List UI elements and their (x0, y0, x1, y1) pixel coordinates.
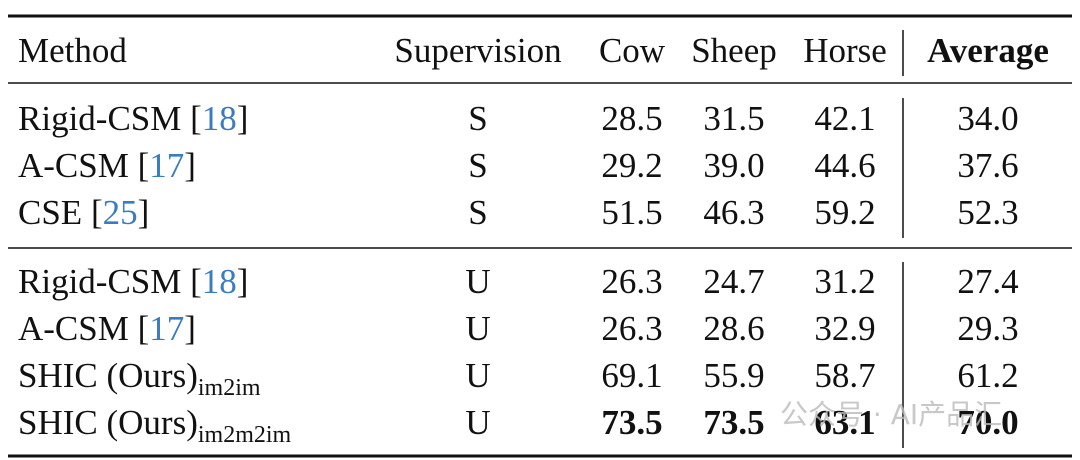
value-cell: 29.2 (601, 146, 662, 185)
header-cell: Method (18, 31, 127, 70)
method-text: SHIC (Ours) (18, 403, 198, 442)
header-cell: Cow (599, 31, 666, 70)
value-cell: 59.2 (814, 193, 875, 232)
method-cell: SHIC (Ours)im2im (18, 356, 261, 401)
value-cell: 61.2 (957, 356, 1018, 395)
value-cell: 26.3 (601, 309, 662, 348)
value-cell: 46.3 (703, 193, 764, 232)
method-cell: A-CSM [17] (18, 146, 196, 185)
method-text: ] (237, 262, 249, 301)
method-text: ] (184, 309, 196, 348)
value-cell: 26.3 (601, 262, 662, 301)
value-cell: 24.7 (703, 262, 764, 301)
supervision-cell: U (465, 403, 490, 442)
subscript: im2im (198, 375, 261, 401)
method-text: Rigid-CSM [ (18, 262, 202, 301)
header-cell: Supervision (394, 31, 561, 70)
value-cell: 29.3 (957, 309, 1018, 348)
supervision-cell: S (468, 193, 487, 232)
supervision-cell: S (468, 99, 487, 138)
supervision-cell: U (465, 262, 490, 301)
value-cell: 52.3 (957, 193, 1018, 232)
value-cell: 55.9 (703, 356, 764, 395)
method-cell: CSE [25] (18, 193, 149, 232)
header-cell: Horse (803, 31, 887, 70)
header-cell: Sheep (691, 31, 777, 70)
header-cell: Average (927, 31, 1049, 70)
value-cell: 28.5 (601, 99, 662, 138)
value-cell: 73.5 (601, 403, 662, 442)
value-cell: 34.0 (957, 99, 1018, 138)
method-text: Rigid-CSM [ (18, 99, 202, 138)
citation: 25 (103, 193, 138, 232)
method-cell: Rigid-CSM [18] (18, 262, 248, 301)
value-cell: 69.1 (601, 356, 662, 395)
value-cell: 27.4 (957, 262, 1018, 301)
value-cell: 44.6 (814, 146, 875, 185)
method-text: ] (237, 99, 249, 138)
value-cell: 31.5 (703, 99, 764, 138)
value-cell: 39.0 (703, 146, 764, 185)
value-cell: 63.1 (814, 403, 875, 442)
subscript: im2m2im (198, 422, 292, 448)
method-text: ] (184, 146, 196, 185)
method-text: CSE [ (18, 193, 103, 232)
value-cell: 31.2 (814, 262, 875, 301)
method-cell: A-CSM [17] (18, 309, 196, 348)
value-cell: 51.5 (601, 193, 662, 232)
value-cell: 28.6 (703, 309, 764, 348)
method-text: A-CSM [ (18, 309, 149, 348)
citation: 17 (149, 309, 184, 348)
value-cell: 70.0 (957, 403, 1018, 442)
value-cell: 58.7 (814, 356, 875, 395)
value-cell: 42.1 (814, 99, 875, 138)
watermark: 公众号 · AI产品汇 (780, 398, 1002, 431)
value-cell: 37.6 (957, 146, 1018, 185)
method-cell: Rigid-CSM [18] (18, 99, 248, 138)
citation: 18 (202, 99, 237, 138)
method-text: ] (138, 193, 150, 232)
supervision-cell: S (468, 146, 487, 185)
supervision-cell: U (465, 309, 490, 348)
method-cell: SHIC (Ours)im2m2im (18, 403, 292, 448)
value-cell: 73.5 (703, 403, 764, 442)
method-text: A-CSM [ (18, 146, 149, 185)
citation: 18 (202, 262, 237, 301)
citation: 17 (149, 146, 184, 185)
method-text: SHIC (Ours) (18, 356, 198, 395)
value-cell: 32.9 (814, 309, 875, 348)
supervision-cell: U (465, 356, 490, 395)
